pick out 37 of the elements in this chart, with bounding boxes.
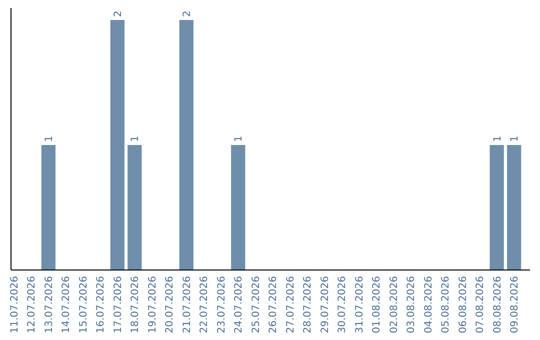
x-tick-label: 24.07.2026 [234,276,245,334]
x-tick-label: 21.07.2026 [182,276,193,334]
x-tick-label: 22.07.2026 [199,276,210,334]
x-tick-label: 13.07.2026 [44,276,55,334]
x-tick-label: 30.07.2026 [337,276,348,334]
x-tick-label: 17.07.2026 [112,276,124,334]
x-tick-label: 08.08.2026 [492,276,504,334]
data-label: 1 [510,136,521,142]
x-tick-label: 19.07.2026 [147,276,158,334]
x-tick-label: 27.07.2026 [285,276,296,334]
x-tick-label: 03.08.2026 [406,276,418,334]
x-tick-label: 02.08.2026 [388,276,400,334]
x-tick-label: 29.07.2026 [320,276,331,334]
data-label: 1 [44,136,55,142]
x-tick-label: 12.07.2026 [26,276,38,334]
x-tick-label: 31.07.2026 [354,276,366,334]
x-tick-label: 07.08.2026 [475,276,486,334]
x-tick-label: 05.08.2026 [440,276,452,334]
data-label: 1 [130,136,142,142]
x-tick-label: 11.07.2026 [9,276,20,334]
x-tick-label: 25.07.2026 [250,276,262,334]
data-label: 1 [234,136,245,142]
data-label: 2 [182,10,193,17]
x-tick-label: 23.07.2026 [216,276,228,334]
data-label: 1 [492,136,504,142]
x-tick-label: 09.08.2026 [510,276,521,334]
x-tick-label: 20.07.2026 [164,276,176,334]
x-tick-label: 16.07.2026 [96,276,107,334]
x-tick-label: 06.08.2026 [458,276,469,334]
x-tick-label: 01.08.2026 [372,276,383,334]
x-tick-label: 18.07.2026 [130,276,142,334]
x-tick-label: 04.08.2026 [423,276,434,334]
data-label: 2 [112,10,124,17]
x-tick-label: 28.07.2026 [302,276,314,334]
x-tick-label: 26.07.2026 [268,276,280,334]
x-tick-label: 14.07.2026 [61,276,72,334]
x-tick-label: 15.07.2026 [78,276,90,334]
